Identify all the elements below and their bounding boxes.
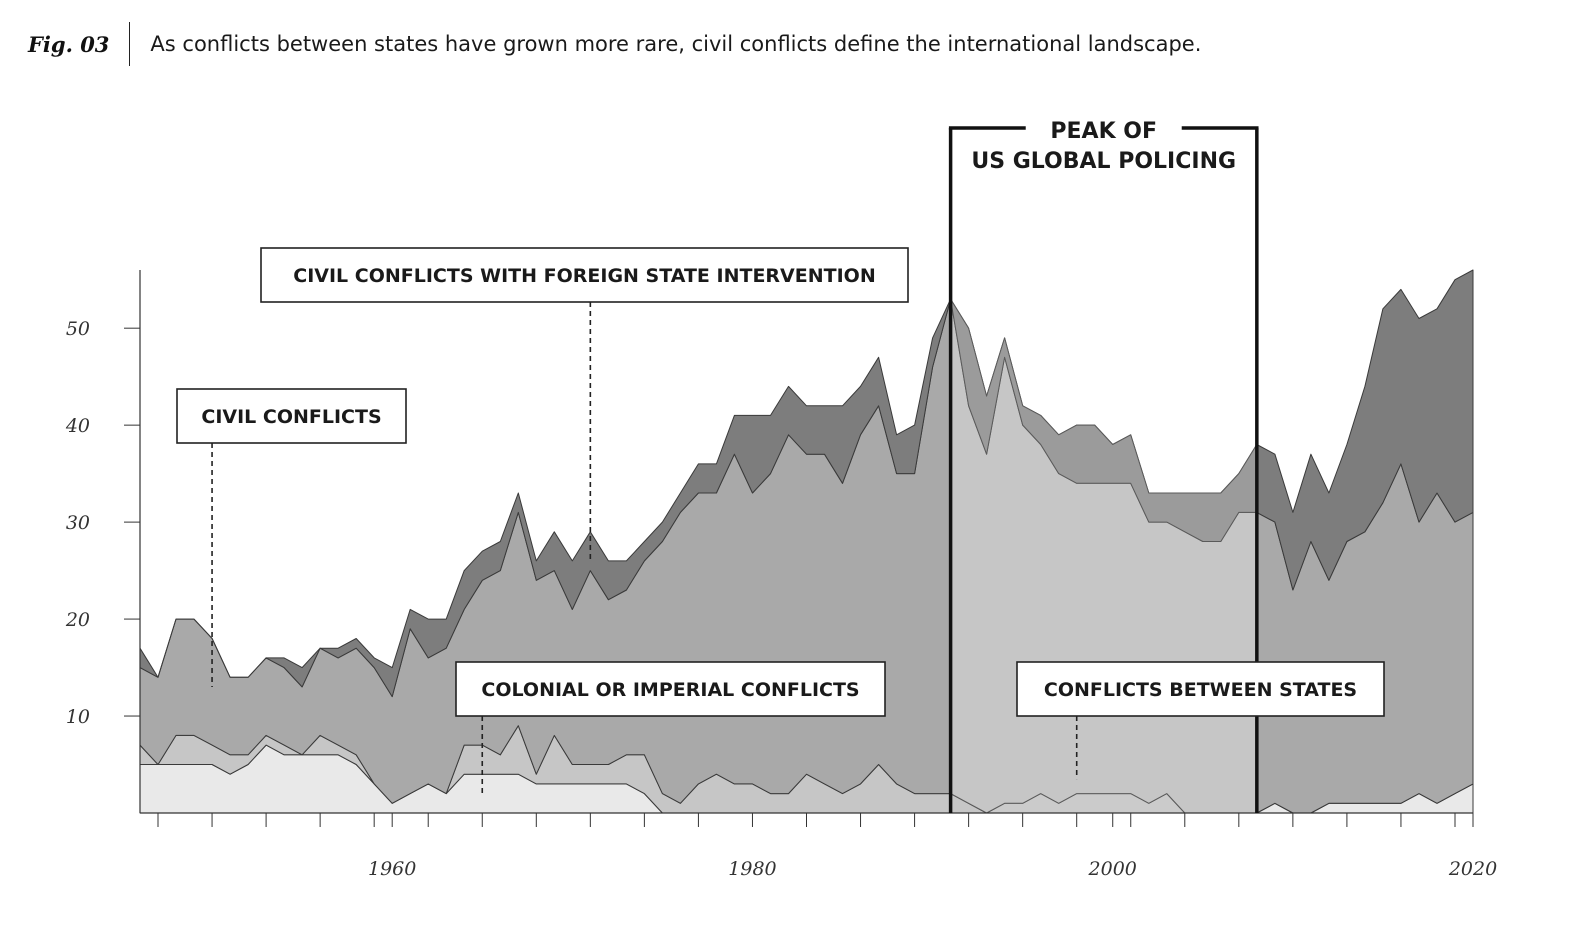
y-tick-label: 20 — [65, 609, 90, 631]
annotation-box-civil-conflicts — [176, 388, 407, 444]
annotation-label-colonial-or-imperial-conflicts: COLONIAL OR IMPERIAL CONFLICTS — [481, 679, 859, 701]
figure-caption: As conflicts between states have grown m… — [150, 32, 1202, 56]
y-tick-label: 50 — [66, 318, 90, 340]
y-tick-label: 40 — [65, 415, 90, 437]
annotation-box-conflicts-between-states — [1016, 661, 1385, 717]
x-tick-label: 1980 — [728, 858, 776, 880]
y-tick-label: 30 — [66, 512, 90, 534]
x-tick-label: 1960 — [368, 858, 416, 880]
figure-header: Fig. 03 As conflicts between states have… — [28, 22, 1201, 66]
x-tick-label: 2020 — [1448, 858, 1497, 880]
chart-annotations: CIVIL CONFLICTS CIVIL CONFLICTS WITH FORE… — [176, 247, 1385, 794]
chart-axes: 1960 1980 2000 2020 10 20 30 40 50 — [65, 270, 1497, 880]
highlight-label-line: US GLOBAL POLICING — [971, 149, 1236, 174]
figure-number: Fig. 03 — [28, 31, 110, 57]
annotation-label-conflicts-between-states: CONFLICTS BETWEEN STATES — [1044, 679, 1357, 701]
annotation-label-civil-conflicts: CIVIL CONFLICTS — [201, 406, 381, 428]
highlight-area-layers — [950, 298, 1258, 814]
header-divider — [129, 22, 131, 66]
annotation-box-colonial-or-imperial-conflicts — [455, 661, 886, 717]
us-policing-highlight: PEAK OF US GLOBAL POLICING — [948, 119, 1259, 813]
highlight-label-line: PEAK OF — [1050, 119, 1157, 144]
x-tick-label: 2000 — [1088, 858, 1137, 880]
y-tick-label: 10 — [66, 706, 90, 728]
area-layers — [139, 269, 1474, 814]
annotation-label-civil-conflicts-with-foreign-state-intervention: CIVIL CONFLICTS WITH FOREIGN STATE INTER… — [293, 265, 875, 287]
annotation-box-civil-conflicts-with-foreign-state-intervention — [260, 247, 909, 303]
area-civil-conflicts — [139, 298, 1474, 814]
